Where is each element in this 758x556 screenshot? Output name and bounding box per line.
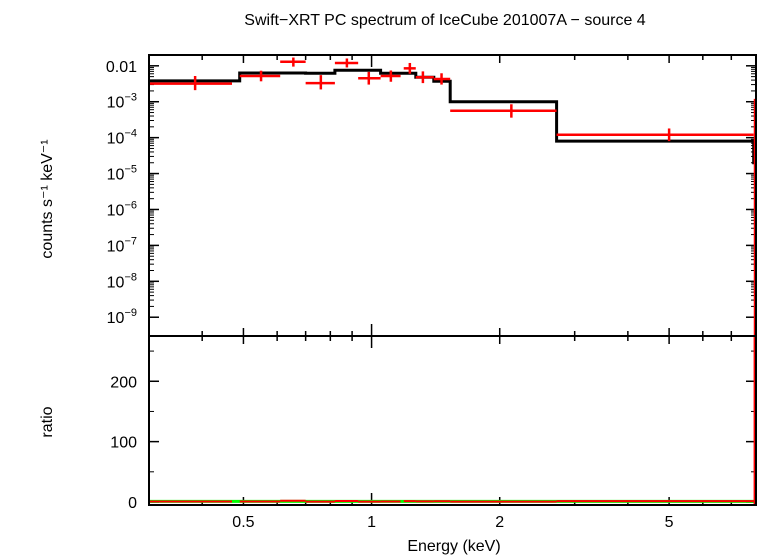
data-point xyxy=(280,57,306,67)
y-tick-label: 0.01 xyxy=(106,59,137,76)
data-point xyxy=(149,76,232,91)
y-tick-label: 10−5 xyxy=(107,164,137,184)
top-panel-frame xyxy=(148,54,757,337)
data-point xyxy=(433,73,451,85)
x-tick-label: 0.5 xyxy=(232,514,254,531)
data-point xyxy=(556,128,754,142)
y-tick-label: 10−7 xyxy=(107,235,137,255)
chart-title: Swift−XRT PC spectrum of IceCube 201007A… xyxy=(244,12,646,29)
data-point xyxy=(450,104,557,118)
y-tick-label: 10−3 xyxy=(107,92,137,112)
y-tick-label: 100 xyxy=(110,435,137,452)
data-point xyxy=(239,70,281,82)
bottom-panel-series xyxy=(149,336,757,505)
x-tick-label: 1 xyxy=(367,514,376,531)
data-point xyxy=(305,75,335,90)
y-tick-label: 10−6 xyxy=(107,199,137,219)
model-step-line xyxy=(149,68,756,165)
y-tick-label: 10−4 xyxy=(107,128,137,148)
x-tick-label: 2 xyxy=(495,514,504,531)
data-point xyxy=(415,71,434,84)
x-axis-label: Energy (keV) xyxy=(407,538,500,555)
x-tick-label: 5 xyxy=(665,514,674,531)
top-y-axis-label: counts s⁻¹ keV⁻¹ xyxy=(39,139,56,258)
data-point xyxy=(334,58,359,68)
y-tick-label: 10−8 xyxy=(107,271,137,291)
data-point xyxy=(403,62,416,74)
bottom-panel-frame xyxy=(148,335,757,506)
y-tick-label: 0 xyxy=(128,495,137,512)
y-tick-label: 200 xyxy=(110,374,137,391)
bottom-y-axis-label: ratio xyxy=(39,406,56,437)
data-point xyxy=(358,71,381,85)
top-panel-ticks: 0.01 10−3 10−4 10−5 10−6 10−7 10−8 10−9 xyxy=(106,54,757,336)
panel-frames xyxy=(148,54,757,506)
top-panel-series xyxy=(149,57,757,336)
y-tick-label: 10−9 xyxy=(107,307,137,327)
data-point xyxy=(380,70,401,82)
